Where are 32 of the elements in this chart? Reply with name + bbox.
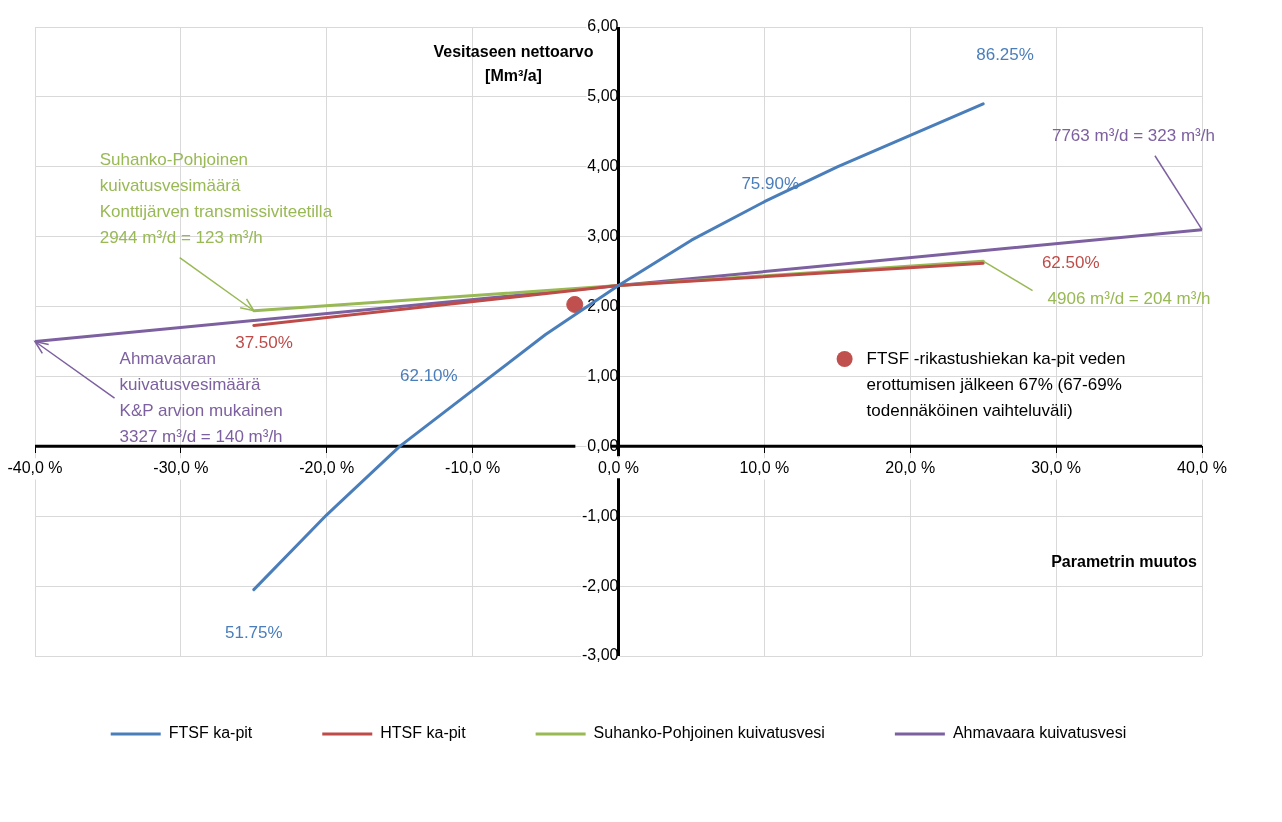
annotation: 51.75%	[224, 623, 283, 643]
x-tick-label: 20,0 %	[885, 459, 936, 477]
annotation: 7763 m³/d = 323 m³/h	[1051, 126, 1215, 146]
x-tick-label: -20,0 %	[299, 459, 355, 477]
x-tick-label: 0,0 %	[598, 459, 639, 477]
legend-label: FTSF -rikastushiekan ka-pit veden erottumisen jälkeen 67% (67-69% todennäköinen vaihteluväli)	[866, 348, 1126, 420]
y-tick-label: -3,00	[582, 646, 619, 664]
y-axis-title: Vesitaseen nettoarvo [Mm³/a]	[433, 43, 594, 85]
legend-label: FTSF ka-pit	[168, 724, 253, 742]
legend-label: Ahmavaara kuivatusvesi	[952, 724, 1127, 742]
x-tick-label: 30,0 %	[1031, 459, 1082, 477]
annotation: 62.10%	[400, 366, 458, 386]
y-tick-label: 3,00	[587, 227, 619, 245]
x-tick-label: -30,0 %	[153, 459, 209, 477]
x-axis-title: Parametrin muutos	[1051, 552, 1198, 570]
annotation: 4906 m³/d = 204 m³/h	[1047, 289, 1211, 309]
y-tick-label: 6,00	[587, 17, 619, 35]
y-tick-label: 4,00	[587, 157, 619, 175]
annotation: Suhanko-Pohjoinen kuivatusvesimäärä Konttijärven transmissiviteetilla 2944 m³/d = 123 m³/h	[99, 150, 333, 248]
y-tick-label: 1,00	[587, 366, 619, 384]
legend-label: Suhanko-Pohjoinen kuivatusvesi	[593, 724, 825, 742]
annotation: 75.90%	[741, 173, 800, 193]
x-tick-label: -10,0 %	[445, 459, 501, 477]
y-tick-label: -2,00	[582, 576, 619, 594]
annotation: 86.25%	[976, 44, 1034, 64]
legend-label: HTSF ka-pit	[380, 724, 467, 742]
x-tick-label: 40,0 %	[1177, 459, 1227, 477]
x-tick-label: 10,0 %	[739, 459, 790, 477]
x-tick-label: -40,0 %	[7, 459, 63, 477]
annotation: 62.50%	[1041, 252, 1100, 272]
y-tick-label: -1,00	[582, 506, 619, 524]
y-tick-label: 5,00	[587, 87, 619, 105]
